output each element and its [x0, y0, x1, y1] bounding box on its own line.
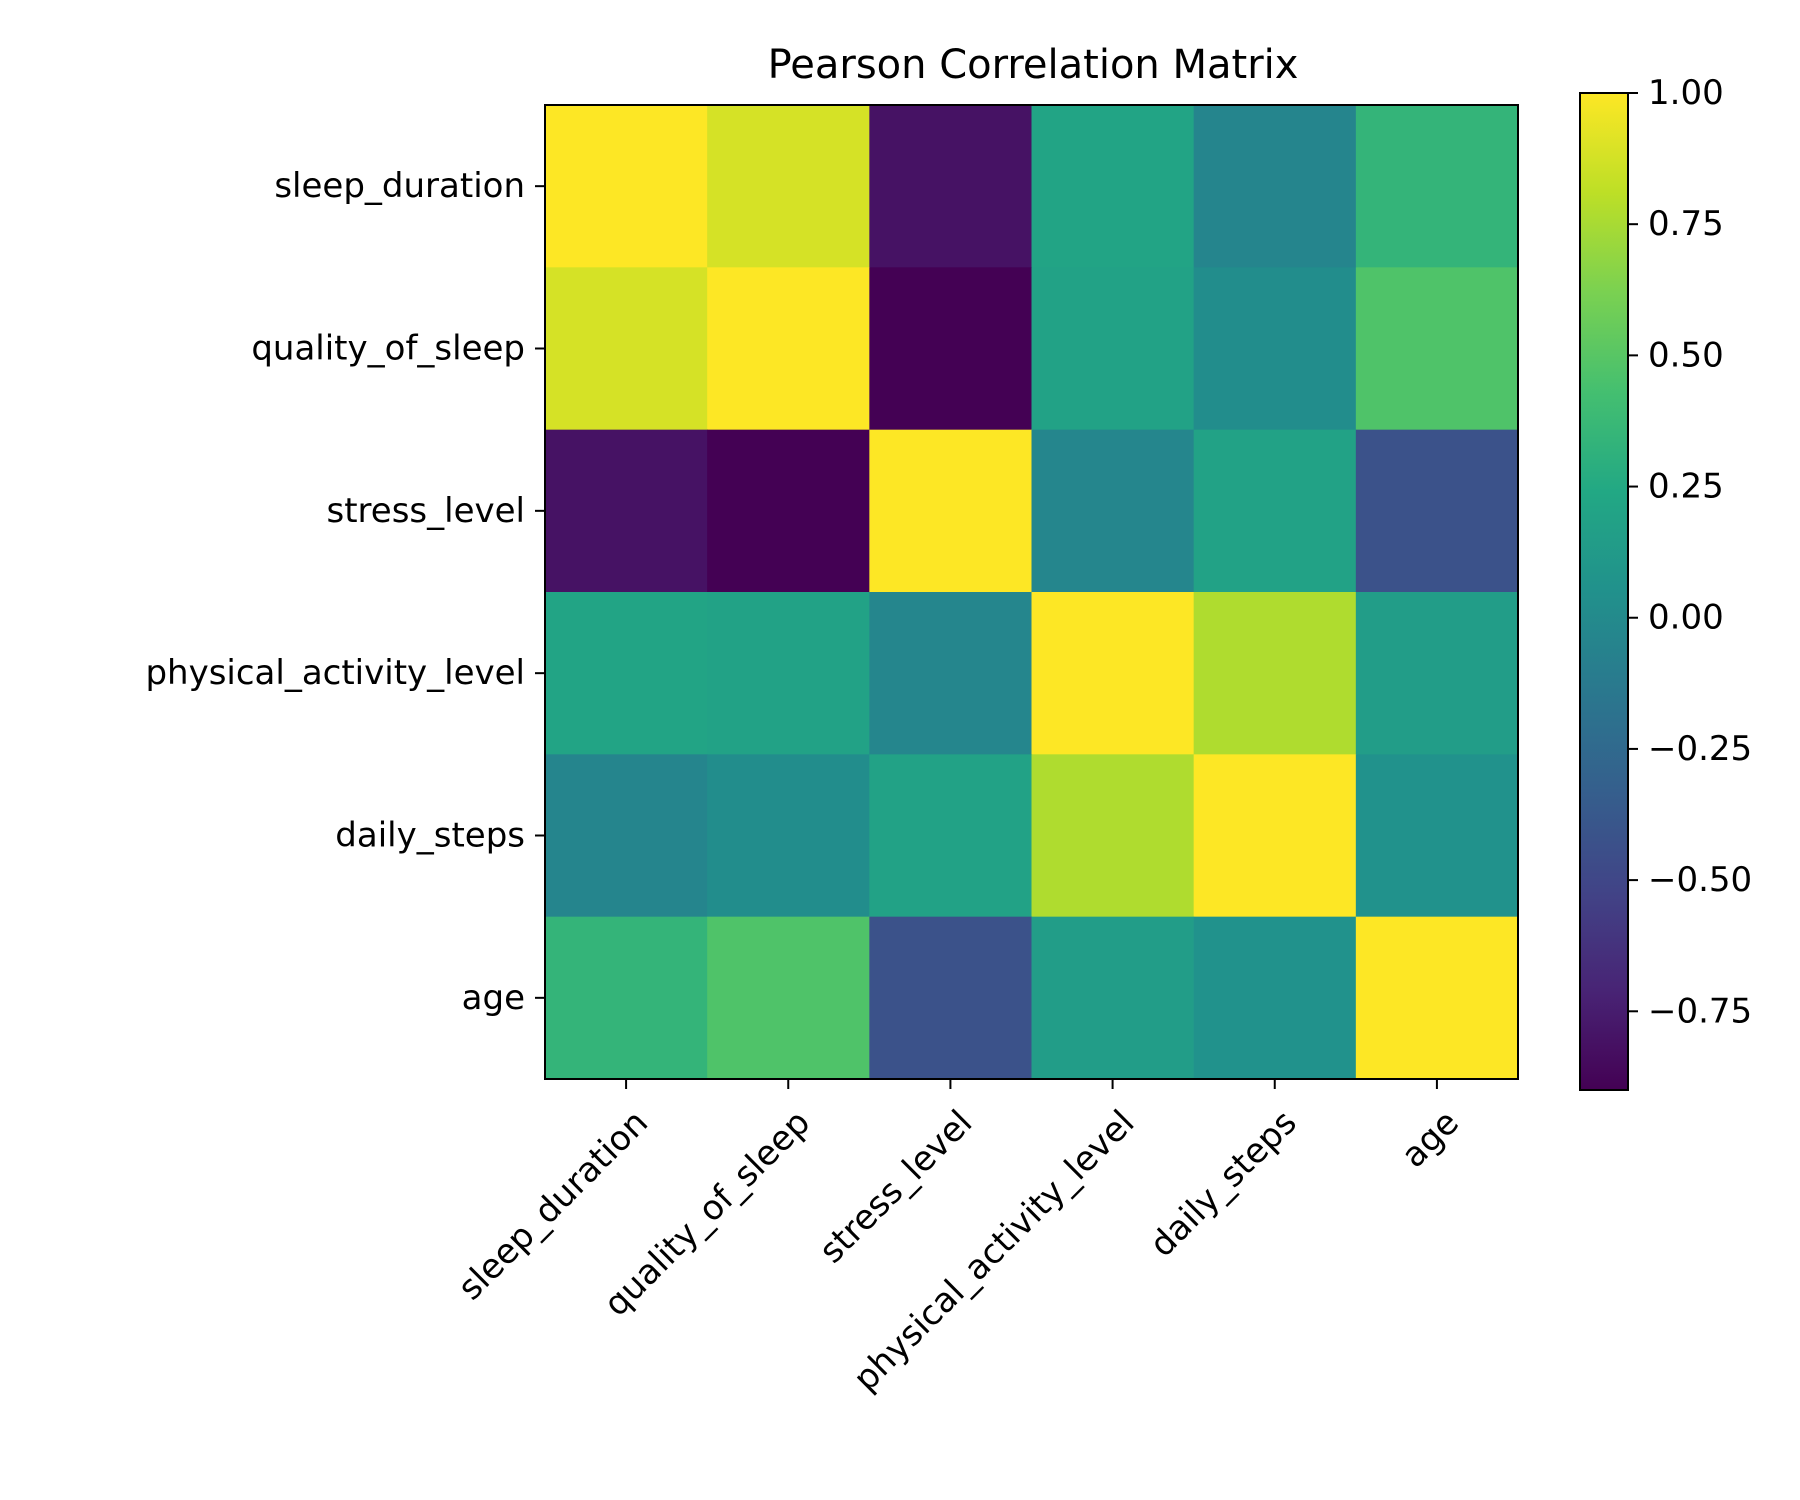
heatmap-cell-quality-of-sleep-physical-activity-level	[1031, 267, 1195, 431]
heatmap-cell-sleep-duration-physical-activity-level	[1031, 105, 1195, 268]
heatmap-cell-quality-of-sleep-stress-level	[869, 267, 1033, 431]
colorbar: 1.00 0.75 0.50 0.25 0.00 −0.25 −0.50 −0.75	[1579, 73, 1752, 1091]
heatmap-cell-physical-activity-level-physical-activity-level	[1031, 592, 1195, 755]
heatmap-cell-quality-of-sleep-sleep-duration	[545, 267, 708, 431]
heatmap-cell-age-quality-of-sleep	[707, 916, 870, 1080]
colorbar-tick-label: 0.25	[1648, 467, 1724, 507]
heatmap-cell-daily-steps-sleep-duration	[545, 754, 708, 918]
heatmap-cell-sleep-duration-sleep-duration	[545, 105, 708, 268]
x-tick-label-age: age	[1394, 1103, 1467, 1176]
heatmap-cell-age-stress-level	[869, 916, 1033, 1080]
y-tick-label-sleep-duration: sleep_duration	[274, 166, 525, 206]
heatmap-cell-quality-of-sleep-age	[1355, 267, 1519, 431]
heatmap-cell-stress-level-quality-of-sleep	[707, 429, 870, 593]
x-tick-label-stress-level: stress_level	[812, 1103, 981, 1272]
heatmap-cell-sleep-duration-age	[1355, 105, 1519, 268]
heatmap-cell-stress-level-sleep-duration	[545, 429, 708, 593]
heatmap-cell-stress-level-stress-level	[869, 429, 1033, 593]
heatmap-cell-daily-steps-physical-activity-level	[1031, 754, 1195, 918]
chart-title: Pearson Correlation Matrix	[768, 42, 1299, 88]
y-tick-label-age: age	[462, 978, 525, 1018]
y-tick-label-daily-steps: daily_steps	[335, 816, 525, 856]
heatmap-frame	[544, 104, 1519, 1080]
heatmap-cell-age-daily-steps	[1193, 916, 1357, 1080]
heatmap-cell-stress-level-physical-activity-level	[1031, 429, 1195, 593]
colorbar-tick-label: 0.50	[1648, 335, 1724, 375]
heatmap-cell-age-sleep-duration	[545, 916, 708, 1080]
heatmap-cell-physical-activity-level-stress-level	[869, 592, 1033, 755]
y-tick-labels: sleep_duration quality_of_sleep stress_lev…	[145, 166, 545, 1018]
heatmap-cell-physical-activity-level-sleep-duration	[545, 592, 708, 755]
heatmap-cell-age-physical-activity-level	[1031, 916, 1195, 1080]
heatmap-cell-daily-steps-age	[1355, 754, 1519, 918]
y-tick-label-quality-of-sleep: quality_of_sleep	[251, 329, 525, 369]
heatmap-cell-physical-activity-level-quality-of-sleep	[707, 592, 870, 755]
heatmap-cell-daily-steps-daily-steps	[1193, 754, 1357, 918]
heatmap-cell-sleep-duration-stress-level	[869, 105, 1033, 268]
colorbar-tick-label: 1.00	[1648, 73, 1724, 113]
colorbar-gradient	[1579, 92, 1629, 1091]
colorbar-tick-label: −0.25	[1648, 729, 1752, 769]
heatmap-cell-daily-steps-stress-level	[869, 754, 1033, 918]
heatmap-cell-sleep-duration-daily-steps	[1193, 105, 1357, 268]
x-tick-labels: sleep_durationquality_of_sleepstress_lev…	[450, 1079, 1467, 1400]
heatmap-cell-physical-activity-level-daily-steps	[1193, 592, 1357, 755]
y-tick-label-physical-activity-level: physical_activity_level	[145, 653, 525, 693]
x-tick-label-daily-steps: daily_steps	[1142, 1103, 1304, 1265]
heatmap-cell-sleep-duration-quality-of-sleep	[707, 105, 870, 268]
heatmap-cells	[545, 105, 1519, 1080]
y-tick-label-stress-level: stress_level	[327, 491, 525, 531]
heatmap-cell-stress-level-age	[1355, 429, 1519, 593]
heatmap-cell-daily-steps-quality-of-sleep	[707, 754, 870, 918]
colorbar-tick-label: 0.75	[1648, 204, 1724, 244]
colorbar-tick-label: −0.75	[1648, 991, 1752, 1031]
heatmap-cell-physical-activity-level-age	[1355, 592, 1519, 755]
x-tick-label-physical-activity-level: physical_activity_level	[846, 1103, 1143, 1400]
heatmap-cell-stress-level-daily-steps	[1193, 429, 1357, 593]
heatmap-cell-age-age	[1355, 916, 1519, 1080]
heatmap-cell-quality-of-sleep-daily-steps	[1193, 267, 1357, 431]
colorbar-tick-label: 0.00	[1648, 598, 1724, 638]
colorbar-tick-label: −0.50	[1648, 860, 1752, 900]
heatmap-cell-quality-of-sleep-quality-of-sleep	[707, 267, 870, 431]
